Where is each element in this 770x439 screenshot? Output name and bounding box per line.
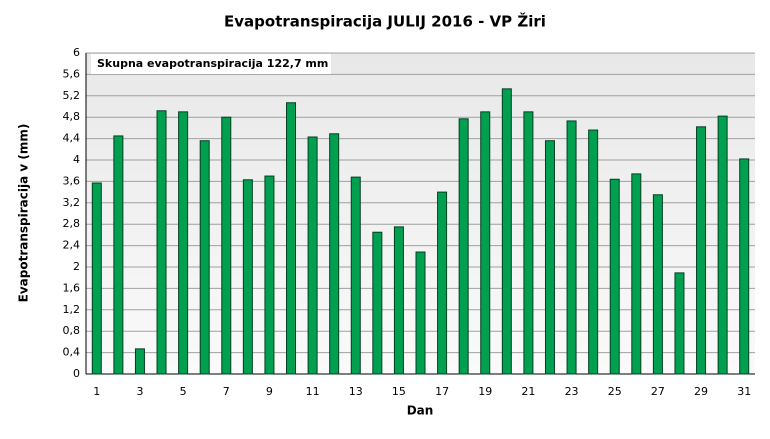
bar bbox=[501, 88, 512, 375]
y-tick-label: 2,4 bbox=[63, 239, 81, 252]
bar bbox=[480, 111, 491, 375]
x-tick-label: 7 bbox=[223, 385, 230, 398]
x-tick-label: 13 bbox=[349, 385, 363, 398]
bar bbox=[91, 182, 102, 375]
y-tick-label: 0 bbox=[73, 367, 80, 380]
bar bbox=[566, 120, 577, 375]
x-tick-label: 31 bbox=[737, 385, 751, 398]
y-tick-label: 5,6 bbox=[63, 67, 81, 80]
bar bbox=[588, 129, 599, 375]
bar bbox=[113, 135, 124, 375]
y-tick-label: 1,2 bbox=[63, 303, 81, 316]
x-tick-label: 1 bbox=[93, 385, 100, 398]
annotation-box bbox=[91, 54, 331, 74]
x-tick-label: 11 bbox=[306, 385, 320, 398]
x-tick-label: 15 bbox=[392, 385, 406, 398]
bar bbox=[652, 194, 663, 375]
y-tick-label: 4,8 bbox=[63, 110, 81, 123]
x-tick-label: 25 bbox=[608, 385, 622, 398]
bar bbox=[674, 272, 685, 375]
annotation: Skupna evapotranspiracija 122,7 mm bbox=[97, 57, 328, 70]
bar bbox=[134, 348, 145, 375]
bar bbox=[264, 175, 275, 375]
y-tick-label: 4 bbox=[73, 153, 80, 166]
x-tick-label: 27 bbox=[651, 385, 665, 398]
x-tick-label: 29 bbox=[694, 385, 708, 398]
y-axis-label: Evapotranspiracija v (mm) bbox=[17, 124, 31, 303]
bar bbox=[696, 126, 707, 375]
bar bbox=[523, 111, 534, 375]
x-tick-label: 5 bbox=[180, 385, 187, 398]
bar bbox=[242, 179, 253, 375]
bar bbox=[199, 140, 210, 375]
bar bbox=[631, 173, 642, 375]
x-tick-label: 3 bbox=[136, 385, 143, 398]
y-tick-label: 5,2 bbox=[63, 89, 81, 102]
x-tick-label: 21 bbox=[521, 385, 535, 398]
bar bbox=[739, 158, 750, 375]
x-tick-label: 9 bbox=[266, 385, 273, 398]
y-tick-label: 2 bbox=[73, 260, 80, 273]
bar bbox=[393, 226, 404, 375]
y-tick-label: 2,8 bbox=[63, 217, 81, 230]
bar bbox=[717, 115, 728, 375]
y-tick-label: 3,2 bbox=[63, 196, 81, 209]
bar bbox=[178, 111, 189, 375]
x-tick-label: 23 bbox=[565, 385, 579, 398]
y-tick-label: 4,4 bbox=[63, 132, 81, 145]
y-tick-label: 6 bbox=[73, 46, 80, 59]
bar bbox=[307, 136, 318, 375]
y-tick-label: 1,6 bbox=[63, 281, 81, 294]
bar bbox=[415, 251, 426, 375]
bar bbox=[609, 178, 620, 375]
y-tick-label: 0,8 bbox=[63, 324, 81, 337]
y-tick-label: 0,4 bbox=[63, 346, 81, 359]
bar bbox=[156, 110, 167, 375]
bar bbox=[458, 118, 469, 375]
bar bbox=[286, 102, 297, 375]
bar bbox=[221, 116, 232, 375]
bar bbox=[544, 140, 555, 375]
x-tick-label: 17 bbox=[435, 385, 449, 398]
x-tick-label: 19 bbox=[478, 385, 492, 398]
x-axis-label: Dan bbox=[407, 404, 434, 418]
bar bbox=[329, 133, 340, 375]
bar bbox=[437, 191, 448, 375]
bar bbox=[372, 231, 383, 375]
y-tick-label: 3,6 bbox=[63, 174, 81, 187]
chart-title: Evapotranspiracija JULIJ 2016 - VP Žiri bbox=[224, 12, 546, 31]
bar bbox=[350, 176, 361, 375]
